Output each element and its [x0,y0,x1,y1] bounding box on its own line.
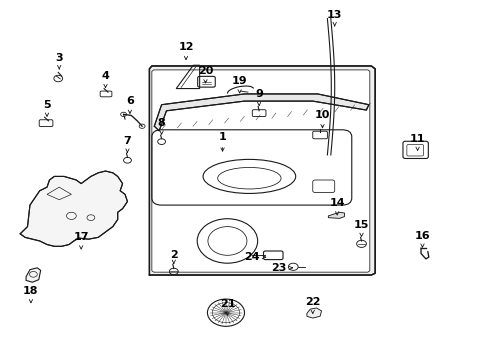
Polygon shape [149,66,374,275]
Polygon shape [328,212,344,219]
Text: 5: 5 [43,100,51,116]
Text: 22: 22 [305,297,320,314]
Polygon shape [152,70,369,272]
Polygon shape [154,94,368,131]
Polygon shape [26,268,41,282]
Text: 8: 8 [158,118,165,134]
Text: 18: 18 [23,286,39,303]
Text: 13: 13 [326,10,342,26]
Polygon shape [306,308,321,318]
Text: 11: 11 [409,134,425,150]
Text: 19: 19 [231,76,247,93]
Text: 17: 17 [73,232,89,249]
Text: 14: 14 [328,198,344,215]
Text: 23: 23 [270,263,292,273]
Text: 16: 16 [414,231,429,247]
Text: 7: 7 [123,136,131,152]
Text: 20: 20 [198,66,213,83]
Text: 12: 12 [178,42,193,60]
Polygon shape [20,171,127,246]
Text: 21: 21 [219,299,235,315]
Text: 15: 15 [353,220,368,237]
Text: 4: 4 [102,71,109,87]
Text: 24: 24 [244,252,265,262]
Text: 10: 10 [314,111,329,128]
Text: 1: 1 [218,132,226,151]
Text: 2: 2 [169,250,177,264]
Text: 6: 6 [126,96,134,113]
Text: 3: 3 [55,53,63,69]
Text: 9: 9 [255,89,263,105]
